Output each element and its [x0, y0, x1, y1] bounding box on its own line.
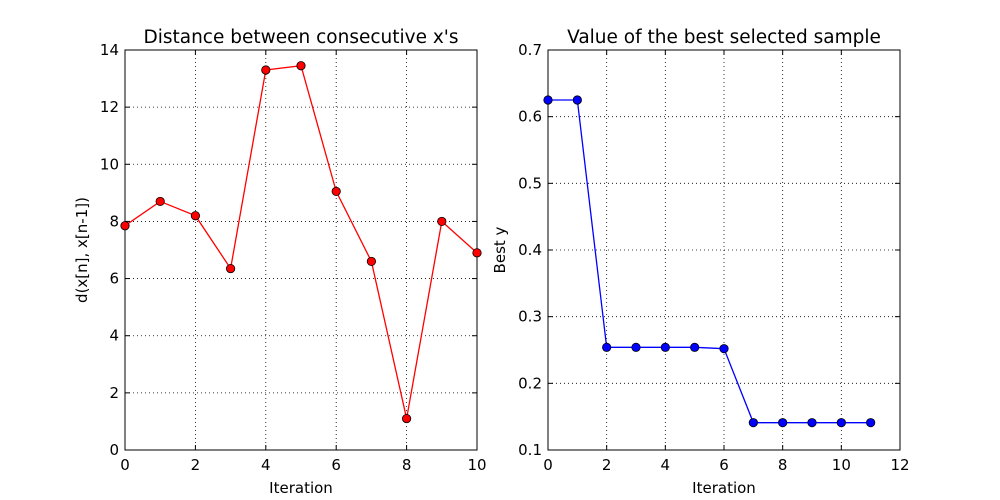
- best-sample-chart-x-tick-label: 8: [778, 456, 788, 474]
- best-sample-chart-data-point: [660, 342, 670, 352]
- distance-chart-data-point: [296, 61, 306, 71]
- best-sample-chart-y-tick-label: 0.7: [518, 41, 542, 59]
- distance-chart-y-axis-label: d(x[n], x[n-1]): [73, 197, 91, 303]
- best-sample-chart-data-point: [866, 418, 876, 428]
- distance-chart-data-point: [366, 256, 376, 267]
- distance-chart-data-point: [155, 196, 165, 207]
- best-sample-chart-series-line: [548, 99, 871, 424]
- best-sample-chart-data-point: [748, 418, 758, 428]
- best-sample-chart-data-point: [631, 342, 641, 352]
- distance-chart-x-tick-label: 10: [467, 456, 486, 474]
- distance-chart-x-tick-label: 6: [331, 456, 341, 474]
- best-sample-chart-x-tick-label: 10: [832, 456, 851, 474]
- best-sample-chart-x-tick-label: 6: [719, 456, 729, 474]
- distance-chart-y-tick-label: 4: [109, 327, 119, 345]
- best-sample-chart-ticks: 0 2 4 6 8 10 12 0.1 0.2 0.3 0.4 0.5 0.6 0.7: [518, 41, 909, 474]
- best-sample-chart-data-point: [572, 95, 582, 105]
- distance-chart-ticks: 0 2 4 6 8 10 0 2 4 6 8 10 12 14: [100, 41, 487, 474]
- distance-chart-y-tick-label: 14: [100, 41, 119, 59]
- distance-chart-data-point: [226, 263, 236, 274]
- best-sample-chart-y-tick-label: 0.6: [518, 108, 542, 126]
- distance-chart-x-axis-label: Iteration: [269, 479, 333, 497]
- distance-chart-title: Distance between consecutive x's: [143, 27, 458, 48]
- best-sample-chart-x-axis-label: Iteration: [692, 479, 756, 497]
- distance-chart-data-point: [261, 65, 271, 75]
- best-sample-chart-grid: [548, 50, 900, 450]
- distance-chart-x-tick-label: 2: [191, 456, 201, 474]
- distance-chart-data-point: [190, 211, 200, 221]
- best-sample-chart: 0 2 4 6 8 10 12 0.1 0.2 0.3 0.4 0.5 0.6 0.7 Value of …: [491, 27, 910, 497]
- best-sample-chart-data-point: [602, 342, 612, 352]
- best-sample-chart-y-tick-label: 0.3: [518, 308, 542, 326]
- distance-chart-y-tick-label: 10: [100, 155, 119, 173]
- best-sample-chart-series: [543, 95, 876, 428]
- best-sample-chart-y-tick-label: 0.5: [518, 174, 542, 192]
- distance-chart-x-tick-label: 4: [261, 456, 271, 474]
- best-sample-chart-data-point: [836, 418, 846, 428]
- best-sample-chart-data-point: [543, 95, 553, 105]
- distance-chart-data-point: [120, 221, 130, 231]
- distance-chart-y-tick-label: 6: [109, 270, 119, 288]
- best-sample-chart-title: Value of the best selected sample: [567, 27, 881, 48]
- best-sample-chart-data-point: [719, 344, 729, 354]
- best-sample-chart-y-tick-label: 0.1: [518, 441, 542, 459]
- distance-chart-y-tick-label: 0: [109, 441, 119, 459]
- best-sample-chart-y-tick-label: 0.4: [518, 241, 542, 259]
- distance-chart-data-point: [437, 216, 447, 227]
- best-sample-chart-y-tick-label: 0.2: [518, 374, 542, 392]
- best-sample-chart-data-point: [807, 418, 817, 428]
- best-sample-chart-y-axis-label: Best y: [491, 226, 509, 273]
- best-sample-chart-x-tick-label: 4: [661, 456, 671, 474]
- best-sample-chart-data-point: [778, 418, 788, 428]
- best-sample-chart-x-tick-label: 2: [602, 456, 612, 474]
- distance-chart-data-point: [401, 413, 412, 424]
- distance-chart: 0 2 4 6 8 10 0 2 4 6 8 10 12 14 Distance between cons…: [73, 27, 487, 497]
- distance-chart-grid: [125, 50, 477, 450]
- best-sample-chart-x-tick-label: 12: [890, 456, 909, 474]
- distance-chart-y-tick-label: 12: [100, 98, 119, 116]
- distance-chart-y-tick-label: 8: [109, 212, 119, 230]
- distance-chart-data-point: [472, 248, 482, 258]
- best-sample-chart-data-point: [690, 342, 700, 352]
- best-sample-chart-x-tick-label: 0: [543, 456, 553, 474]
- distance-chart-y-tick-label: 2: [109, 384, 119, 402]
- distance-chart-x-tick-label: 8: [402, 456, 412, 474]
- distance-chart-x-tick-label: 0: [120, 456, 130, 474]
- distance-chart-data-point: [331, 186, 341, 197]
